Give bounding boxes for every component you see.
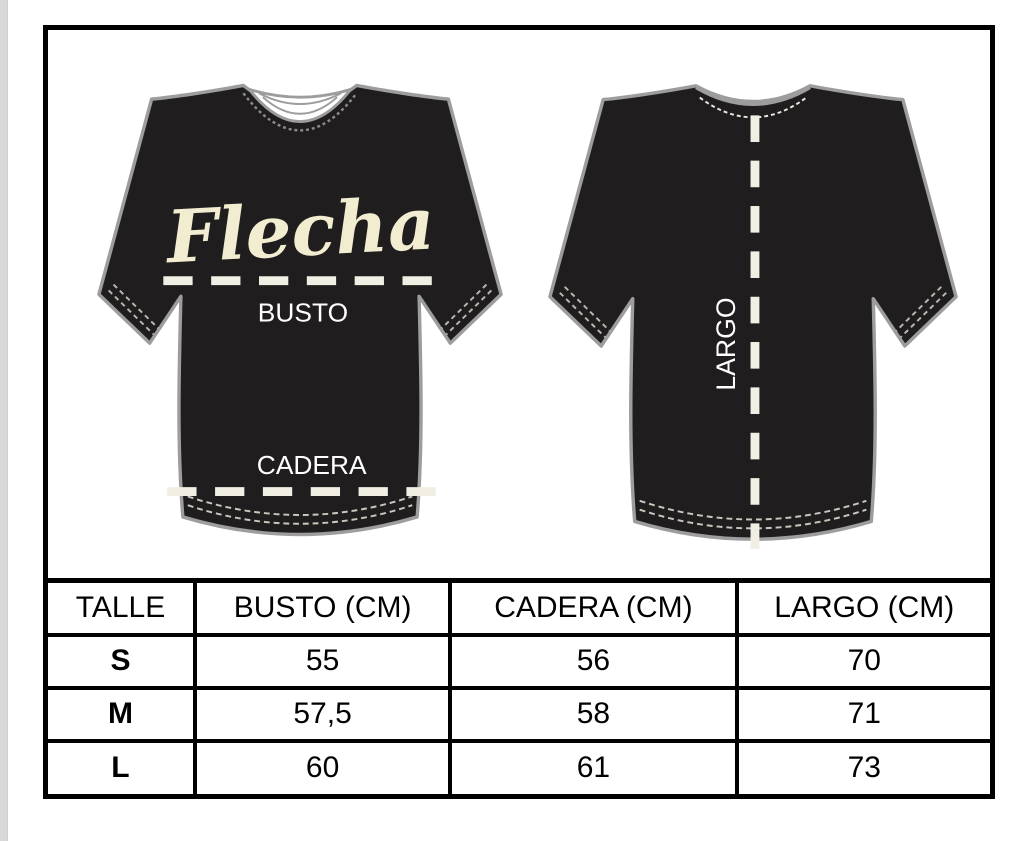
size-l-length: 73 — [734, 738, 990, 794]
size-s-length: 70 — [734, 632, 990, 690]
flecha-logo: Flecha — [163, 181, 437, 280]
tshirt-front-body — [97, 83, 503, 537]
size-m-label: M — [48, 685, 197, 743]
sleeve-stitch-left-back — [559, 286, 611, 338]
collar-inner-seam-2 — [262, 96, 338, 115]
size-m-hip: 58 — [448, 685, 739, 743]
length-label: LARGO — [711, 297, 741, 390]
sleeve-stitch-right-back — [895, 286, 947, 338]
header-cadera: CADERA (CM) — [448, 578, 739, 637]
hip-label: CADERA — [257, 450, 367, 480]
size-m-length: 71 — [734, 685, 990, 743]
sleeve-stitch-left — [107, 283, 160, 336]
bust-label: BUSTO — [258, 298, 348, 328]
size-m-bust: 57,5 — [192, 685, 453, 743]
size-table: TALLE BUSTO (CM) CADERA (CM) LARGO (CM) … — [48, 578, 990, 794]
size-table-header-row: TALLE BUSTO (CM) CADERA (CM) LARGO (CM) — [48, 578, 990, 637]
table-row-s: S 55 56 70 — [48, 632, 990, 690]
size-s-label: S — [48, 632, 197, 690]
collar-stitch — [242, 92, 358, 132]
header-talle: TALLE — [48, 578, 197, 637]
header-busto: BUSTO (CM) — [192, 578, 453, 637]
tshirt-diagram-area: Flecha BUSTO CADERA LARGO — [48, 30, 990, 578]
size-guide-sheet: Flecha BUSTO CADERA LARGO — [43, 25, 995, 799]
tshirt-back-diagram: LARGO — [548, 84, 958, 550]
size-l-bust: 60 — [192, 738, 453, 794]
collar-inner-seam — [258, 92, 342, 105]
hem-stitch-back — [639, 499, 867, 530]
size-l-hip: 61 — [448, 738, 739, 794]
hem-stitch-front — [187, 495, 413, 525]
table-row-l: L 60 61 73 — [48, 738, 990, 794]
size-s-hip: 56 — [448, 632, 739, 690]
header-largo: LARGO (CM) — [734, 578, 990, 637]
tshirt-front-diagram: Flecha BUSTO CADERA — [97, 83, 503, 537]
sleeve-stitch-right — [440, 283, 493, 336]
size-l-label: L — [48, 738, 197, 794]
tshirt-back-collar — [695, 86, 811, 106]
size-s-bust: 55 — [192, 632, 453, 690]
table-row-m: M 57,5 58 71 — [48, 685, 990, 743]
tshirt-front-collar — [245, 86, 355, 124]
scrollbar-track[interactable] — [0, 0, 8, 841]
